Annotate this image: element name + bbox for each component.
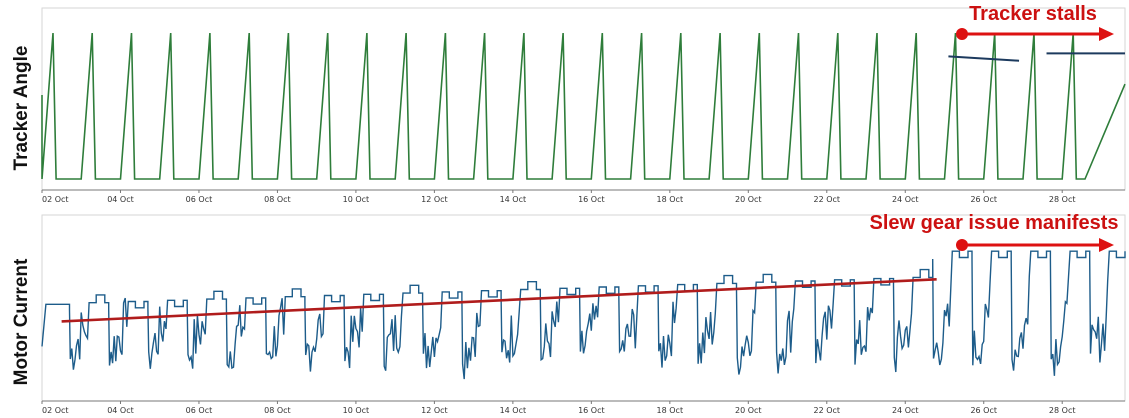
annotation-arrow-head	[1099, 27, 1114, 41]
x-tick-label: 16 Oct	[578, 406, 605, 415]
y-axis-label: Motor Current	[11, 258, 32, 385]
x-tick-label: 28 Oct	[1049, 195, 1076, 204]
x-tick-label: 12 Oct	[421, 406, 448, 415]
x-tick-label: 02 Oct	[42, 406, 69, 415]
x-tick-label: 22 Oct	[814, 195, 841, 204]
tracker-angle-chart: Tracker Angle 02 Oct 04 Oct 06 Oct 08 Oct 10…	[0, 0, 1129, 205]
x-tick-label: 08 Oct	[264, 195, 291, 204]
x-tick-label: 28 Oct	[1049, 406, 1076, 415]
x-tick-label: 26 Oct	[970, 406, 997, 415]
x-tick-label: 18 Oct	[657, 406, 684, 415]
motor-current-chart: Motor Current 02 Oct 04 Oct 06 Oct 08 Oct 10…	[0, 205, 1129, 418]
series-tracker-angle	[41, 32, 1126, 180]
x-tick-label: 20 Oct	[735, 195, 762, 204]
x-tick-label: 06 Oct	[186, 406, 213, 415]
slew-gear-annotation: Slew gear issue manifests	[869, 212, 1118, 234]
x-tick-label: 26 Oct	[970, 195, 997, 204]
x-tick-label: 10 Oct	[343, 195, 370, 204]
annotation-arrow-head	[1099, 238, 1114, 252]
x-tick-label: 02 Oct	[42, 195, 69, 204]
x-tick-label: 04 Oct	[107, 195, 134, 204]
x-tick-label: 20 Oct	[735, 406, 762, 415]
x-tick-label: 08 Oct	[264, 406, 291, 415]
x-tick-label: 24 Oct	[892, 195, 919, 204]
x-tick-label: 14 Oct	[500, 195, 527, 204]
x-tick-label: 10 Oct	[343, 406, 370, 415]
x-tick-label: 16 Oct	[578, 195, 605, 204]
series-motor-current	[41, 250, 1126, 380]
trend-line	[61, 278, 937, 323]
annotation-arrow-start	[956, 239, 968, 251]
x-tick-label: 24 Oct	[892, 406, 919, 415]
series-stalled-segment-0	[948, 55, 1020, 62]
motor-current-plot: Motor Current 02 Oct 04 Oct 06 Oct 08 Oct 10…	[11, 212, 1126, 415]
x-tick-label: 14 Oct	[500, 406, 527, 415]
x-tick-label: 12 Oct	[421, 195, 448, 204]
tracker-angle-plot: Tracker Angle 02 Oct 04 Oct 06 Oct 08 Oct 10…	[11, 3, 1126, 204]
x-tick-label: 04 Oct	[107, 406, 134, 415]
x-tick-label: 22 Oct	[814, 406, 841, 415]
tracker-stalls-annotation: Tracker stalls	[969, 3, 1097, 25]
x-tick-label: 06 Oct	[186, 195, 213, 204]
annotation-arrow-start	[956, 28, 968, 40]
y-axis-label: Tracker Angle	[11, 46, 32, 171]
x-tick-label: 18 Oct	[657, 195, 684, 204]
